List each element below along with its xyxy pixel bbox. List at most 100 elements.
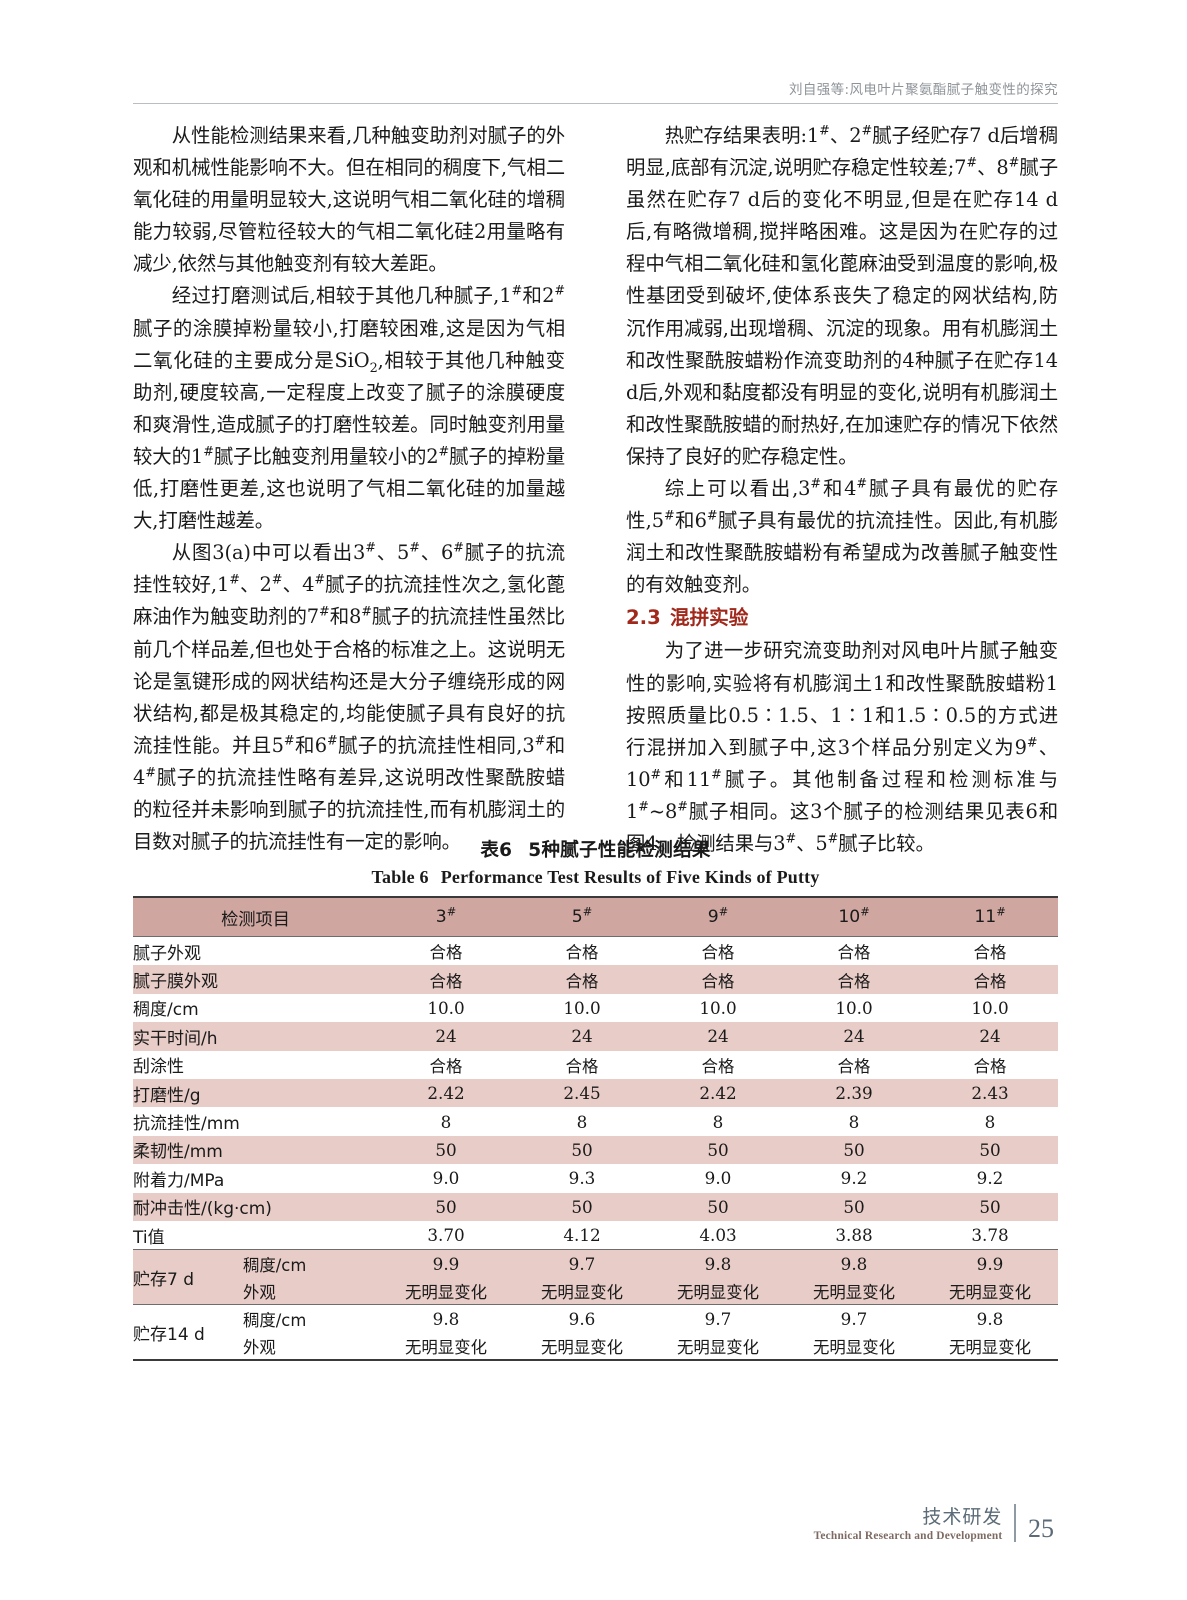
table-cell: 合格	[973, 971, 1007, 991]
table-cell: 9.7	[704, 1308, 732, 1329]
section-heading-2-3: 2.3 混拼实验	[626, 601, 1058, 635]
table-row: 实干时间/h 24 24 24 24 24	[133, 1022, 1059, 1051]
table-cell: 24	[843, 1026, 865, 1047]
table-cell: 9.8	[840, 1253, 868, 1274]
table-cell: 9.0	[432, 1168, 460, 1189]
table-row: 腻子膜外观 合格 合格 合格 合格 合格	[133, 965, 1059, 994]
table-6-block: 表6 5种腻子性能检测结果 Table 6 Performance Test Res…	[133, 838, 1059, 1361]
table-cell: 9.9	[976, 1253, 1004, 1274]
table-row-label: 耐冲击性/(kg·cm)	[133, 1199, 272, 1220]
table-cell: 无明显变化	[813, 1282, 895, 1302]
table-cell: 50	[435, 1139, 457, 1160]
table-cell: 无明显变化	[813, 1337, 895, 1357]
table-row: 抗流挂性/mm 8 8 8 8 8	[133, 1107, 1059, 1136]
table-group-label: 贮存14 d	[133, 1324, 205, 1345]
right-column: 热贮存结果表明:1#、2#腻子经贮存7 d后增稠明显,底部有沉淀,说明贮存稳定性…	[626, 120, 1058, 860]
table-cell: 合格	[837, 971, 871, 991]
table-cell: 2.43	[971, 1083, 1009, 1104]
table-cell: 8	[848, 1111, 860, 1132]
paragraph: 热贮存结果表明:1#、2#腻子经贮存7 d后增稠明显,底部有沉淀,说明贮存稳定性…	[626, 123, 1058, 468]
table-cell: 2.42	[427, 1083, 465, 1104]
table-header-cell-sample: 9#	[707, 904, 729, 927]
table-cell: 8	[576, 1111, 588, 1132]
table-cell: 合格	[973, 1056, 1007, 1076]
table-row: 柔韧性/mm 50 50 50 50 50	[133, 1135, 1059, 1165]
footer-section-cn: 技术研发	[922, 1506, 1003, 1528]
table-cell: 9.3	[568, 1168, 596, 1189]
left-column: 从性能检测结果来看,几种触变助剂对腻子的外观和机械性能影响不大。但在相同的稠度下…	[133, 120, 565, 858]
table-row-label: Ti值	[133, 1227, 165, 1248]
table-cell: 合格	[429, 943, 463, 963]
table-header-row: 检测项目 3# 5# 9# 10# 11#	[133, 897, 1059, 937]
running-head: 刘自强等:风电叶片聚氨酯腻子触变性的探究	[788, 82, 1058, 98]
table-body: 检测项目 3# 5# 9# 10# 11# 腻子外观 合格 合格 合格 合格 合格 腻子膜外观 合格 合格合…	[133, 897, 1059, 1361]
footer-section: 技术研发 Technical Research and Development	[814, 1506, 1003, 1544]
table-row-label: 刮涂性	[133, 1057, 184, 1078]
table-row: 稠度/cm 10.0 10.0 10.0 10.0 10.0	[133, 993, 1059, 1023]
section-title: 混拼实验	[670, 606, 749, 630]
table-cell: 9.2	[976, 1168, 1004, 1189]
table-cell: 无明显变化	[677, 1337, 759, 1357]
table-cell: 9.8	[432, 1308, 460, 1329]
footer-section-en: Technical Research and Development	[813, 1530, 1003, 1542]
table-row-label: 抗流挂性/mm	[133, 1114, 240, 1135]
table-cell: 合格	[565, 1056, 599, 1076]
paragraph: 从性能检测结果来看,几种触变助剂对腻子的外观和机械性能影响不大。但在相同的稠度下…	[133, 120, 565, 280]
table-cell: 无明显变化	[405, 1337, 487, 1357]
table-caption-en-text: Performance Test Results of Five Kinds o…	[440, 867, 820, 887]
table-cell: 3.78	[971, 1225, 1009, 1246]
table-cell: 合格	[701, 971, 735, 991]
table-subrow-label: 外观	[243, 1337, 276, 1357]
table-subrow-label: 外观	[243, 1282, 276, 1302]
table-group-label: 贮存7 d	[133, 1269, 195, 1290]
section-number: 2.3	[626, 606, 661, 630]
table-cell: 无明显变化	[541, 1282, 623, 1302]
table-cell: 无明显变化	[405, 1282, 487, 1302]
table-cell: 24	[979, 1026, 1001, 1047]
table-cell: 50	[707, 1139, 729, 1160]
running-head-rule	[133, 103, 1058, 104]
performance-table: 检测项目 3# 5# 9# 10# 11# 腻子外观 合格 合格 合格 合格 合格 腻子膜外观 合格 合格合…	[133, 896, 1059, 1361]
table-cell: 24	[571, 1026, 593, 1047]
table-row-label: 打磨性/g	[133, 1085, 201, 1106]
table-row-label: 附着力/MPa	[133, 1170, 225, 1191]
table-row-label: 腻子外观	[133, 943, 201, 964]
table-cell: 无明显变化	[949, 1337, 1031, 1357]
table-caption-en-label: Table 6	[371, 867, 429, 887]
paragraph-text: 从性能检测结果来看,几种触变助剂对腻子的外观和机械性能影响不大。但在相同的稠度下…	[133, 124, 565, 276]
table-caption-cn-label: 表6	[480, 840, 513, 861]
table-cell: 合格	[429, 971, 463, 991]
table-cell: 8	[984, 1111, 996, 1132]
table-cell: 9.8	[976, 1308, 1004, 1329]
table-row-label: 腻子膜外观	[133, 972, 218, 993]
table-cell: 50	[435, 1196, 457, 1217]
table-caption-cn-text: 5种腻子性能检测结果	[528, 840, 711, 861]
table-cell: 合格	[837, 1056, 871, 1076]
page-number: 25	[1028, 1514, 1054, 1543]
table-header-cell-sample: 10#	[838, 904, 870, 927]
table-cell: 10.0	[971, 997, 1009, 1018]
table-cell: 9.9	[432, 1253, 460, 1274]
table-row: 打磨性/g 2.42 2.45 2.42 2.39 2.43	[133, 1078, 1059, 1108]
table-cell: 合格	[837, 943, 871, 963]
table-cell: 4.03	[699, 1225, 737, 1246]
table-cell: 9.6	[568, 1308, 596, 1329]
table-row: Ti值 3.70 4.12 4.03 3.88 3.78	[133, 1220, 1059, 1250]
table-caption-en: Table 6 Performance Test Results of Five …	[133, 864, 1058, 890]
table-cell: 合格	[429, 1056, 463, 1076]
table-header-cell-sample: 3#	[435, 904, 457, 927]
table-cell: 3.88	[835, 1225, 873, 1246]
table-cell: 24	[707, 1026, 729, 1047]
table-cell: 10.0	[563, 997, 601, 1018]
table-cell: 9.0	[704, 1168, 732, 1189]
page-footer: 技术研发 Technical Research and Development …	[814, 1504, 1054, 1544]
table-cell: 3.70	[427, 1225, 465, 1246]
table-cell: 50	[843, 1196, 865, 1217]
table-subrow-label: 稠度/cm	[243, 1255, 307, 1275]
table-row-label: 稠度/cm	[133, 1000, 199, 1021]
table-row-label: 柔韧性/mm	[133, 1142, 223, 1163]
table-cell: 合格	[973, 943, 1007, 963]
table-cell: 50	[571, 1139, 593, 1160]
table-cell: 9.7	[568, 1253, 596, 1274]
